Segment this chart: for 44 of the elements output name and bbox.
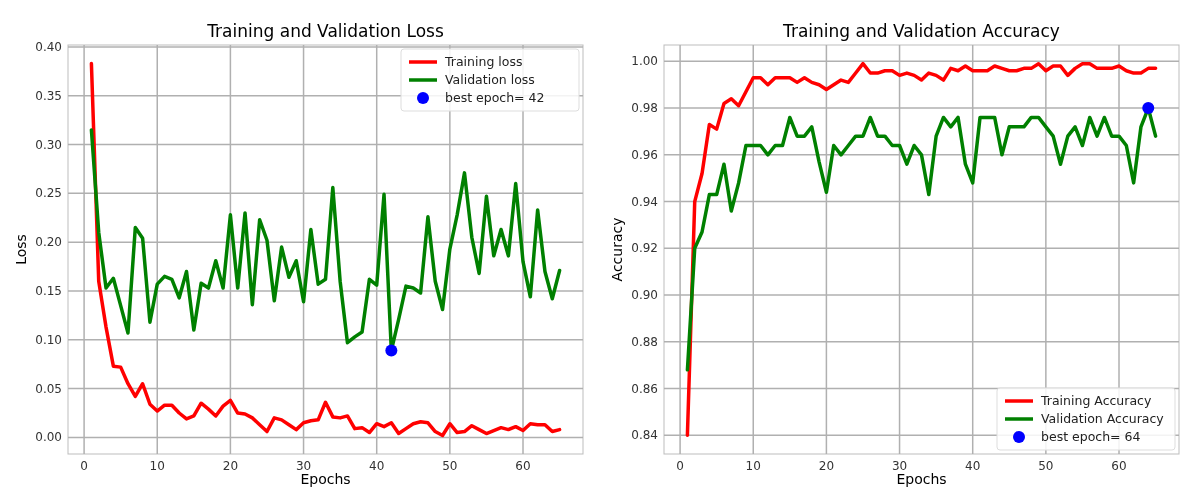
y-tick-label: 0.15	[35, 283, 62, 298]
y-tick-label: 0.94	[631, 194, 658, 209]
x-tick-label: 10	[149, 459, 165, 473]
x-tick-label: 30	[295, 459, 312, 473]
y-axis-title: Accuracy	[609, 217, 625, 282]
y-tick-label: 0.96	[631, 147, 658, 162]
x-axis-title: Epochs	[300, 471, 351, 487]
y-tick-label: 0.92	[631, 241, 658, 256]
chart-title: Training and Validation Accuracy	[782, 21, 1060, 41]
y-tick-label: 0.00	[35, 430, 62, 445]
x-tick-label: 10	[745, 459, 761, 473]
y-tick-label: 1.00	[631, 54, 658, 69]
x-tick-label: 0	[80, 459, 88, 473]
legend-label: Training loss	[444, 54, 523, 69]
y-tick-label: 0.20	[35, 235, 62, 250]
y-tick-label: 0.35	[35, 88, 62, 103]
legend-label: best epoch= 42	[445, 90, 545, 105]
y-tick-label: 0.84	[631, 428, 658, 443]
y-tick-label: 0.10	[35, 332, 62, 347]
x-tick-label: 50	[442, 459, 458, 473]
x-tick-label: 40	[965, 459, 981, 473]
chart-title: Training and Validation Loss	[206, 21, 444, 41]
x-axis-title: Epochs	[896, 471, 947, 487]
y-tick-label: 0.98	[631, 101, 658, 116]
y-axis-title: Loss	[13, 234, 29, 265]
x-tick-label: 40	[369, 459, 385, 473]
x-tick-label: 20	[222, 459, 239, 473]
y-tick-label: 0.30	[35, 137, 62, 152]
legend-label: Validation Accuracy	[1041, 411, 1165, 426]
legend-label: best epoch= 64	[1041, 429, 1141, 444]
y-tick-label: 0.40	[35, 39, 62, 54]
y-tick-label: 0.25	[35, 186, 62, 201]
x-tick-label: 20	[818, 459, 835, 473]
y-tick-label: 0.05	[35, 381, 62, 396]
legend-label: Training Accuracy	[1040, 393, 1152, 408]
x-tick-label: 0	[676, 459, 684, 473]
x-tick-label: 30	[891, 459, 908, 473]
y-tick-label: 0.90	[631, 288, 658, 303]
y-tick-label: 0.86	[631, 381, 658, 396]
x-tick-label: 60	[1111, 459, 1127, 473]
x-tick-label: 50	[1038, 459, 1054, 473]
y-tick-label: 0.88	[631, 334, 658, 349]
legend-label: Validation loss	[445, 72, 535, 87]
x-tick-label: 60	[515, 459, 531, 473]
